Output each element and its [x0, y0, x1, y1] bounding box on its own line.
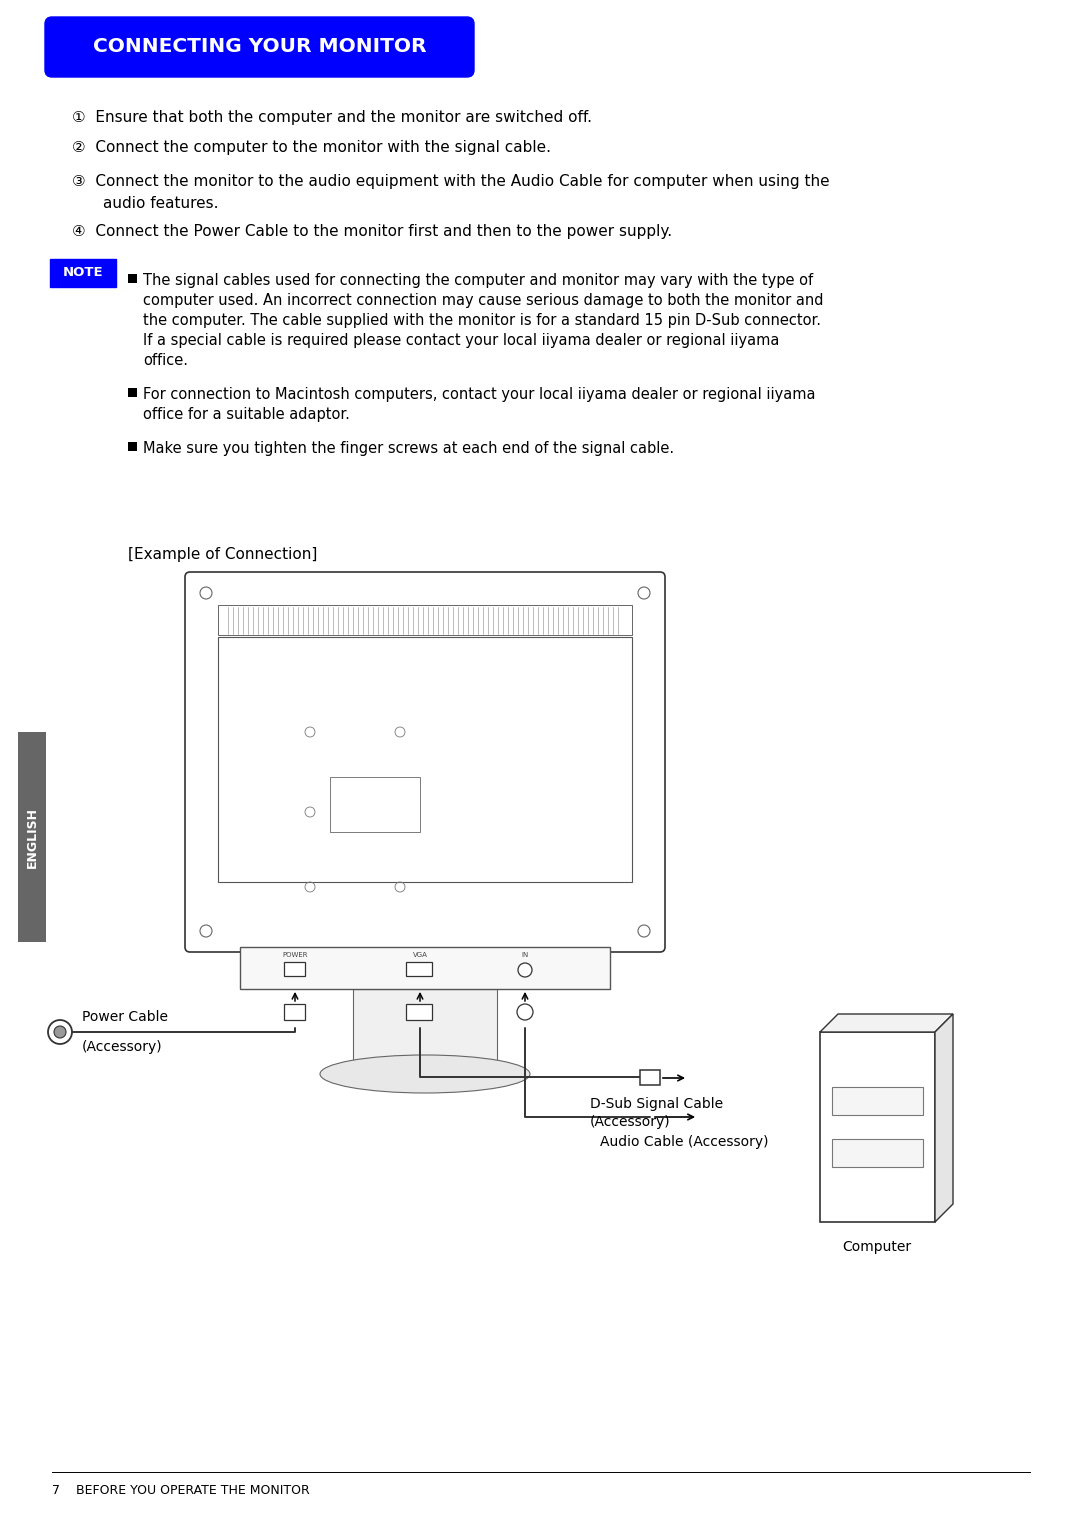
Polygon shape [935, 1014, 953, 1223]
Bar [330, 777, 420, 832]
Bar [284, 1003, 305, 1020]
Bar [820, 1033, 935, 1223]
Circle shape [54, 1026, 66, 1039]
Bar [640, 1069, 660, 1085]
Circle shape [48, 1020, 72, 1043]
Bar [284, 962, 305, 976]
Text: VGA: VGA [413, 951, 428, 958]
Text: [Example of Connection]: [Example of Connection] [129, 547, 318, 562]
Text: office for a suitable adaptor.: office for a suitable adaptor. [143, 408, 350, 421]
Bar [129, 388, 137, 397]
Text: the computer. The cable supplied with the monitor is for a standard 15 pin D-Sub: the computer. The cable supplied with th… [143, 313, 821, 328]
Text: NOTE: NOTE [63, 267, 104, 279]
Bar [18, 732, 46, 942]
Text: POWER: POWER [282, 951, 308, 958]
Text: ④  Connect the Power Cable to the monitor first and then to the power supply.: ④ Connect the Power Cable to the monitor… [72, 224, 672, 239]
Bar [218, 637, 632, 882]
Bar [353, 990, 497, 1074]
Text: ①  Ensure that both the computer and the monitor are switched off.: ① Ensure that both the computer and the … [72, 110, 592, 126]
Bar [406, 962, 432, 976]
FancyBboxPatch shape [185, 571, 665, 951]
Bar [240, 947, 610, 990]
Bar [406, 1003, 432, 1020]
Text: Make sure you tighten the finger screws at each end of the signal cable.: Make sure you tighten the finger screws … [143, 441, 674, 457]
Bar [129, 274, 137, 283]
Circle shape [517, 1003, 534, 1020]
Text: Audio Cable (Accessory): Audio Cable (Accessory) [600, 1135, 769, 1149]
Text: For connection to Macintosh computers, contact your local iiyama dealer or regio: For connection to Macintosh computers, c… [143, 388, 815, 401]
Text: ENGLISH: ENGLISH [26, 806, 39, 867]
Bar [218, 605, 632, 634]
Circle shape [518, 964, 532, 977]
FancyBboxPatch shape [45, 17, 474, 77]
Bar [129, 443, 137, 450]
Polygon shape [820, 1014, 953, 1033]
Text: IN: IN [522, 951, 528, 958]
Text: 7    BEFORE YOU OPERATE THE MONITOR: 7 BEFORE YOU OPERATE THE MONITOR [52, 1485, 310, 1497]
Bar [832, 1138, 923, 1167]
Text: office.: office. [143, 352, 188, 368]
FancyBboxPatch shape [50, 259, 116, 286]
Text: Power Cable: Power Cable [82, 1010, 168, 1023]
Text: audio features.: audio features. [103, 196, 218, 211]
Text: ③  Connect the monitor to the audio equipment with the Audio Cable for computer : ③ Connect the monitor to the audio equip… [72, 175, 829, 188]
Text: (Accessory): (Accessory) [590, 1115, 671, 1129]
Ellipse shape [320, 1056, 530, 1092]
Text: The signal cables used for connecting the computer and monitor may vary with the: The signal cables used for connecting th… [143, 273, 813, 288]
Text: ②  Connect the computer to the monitor with the signal cable.: ② Connect the computer to the monitor wi… [72, 139, 551, 155]
Text: Computer: Computer [842, 1239, 912, 1255]
Text: computer used. An incorrect connection may cause serious damage to both the moni: computer used. An incorrect connection m… [143, 293, 824, 308]
Text: If a special cable is required please contact your local iiyama dealer or region: If a special cable is required please co… [143, 332, 780, 348]
Text: CONNECTING YOUR MONITOR: CONNECTING YOUR MONITOR [93, 37, 427, 55]
Text: D-Sub Signal Cable: D-Sub Signal Cable [590, 1097, 724, 1111]
Bar [832, 1088, 923, 1115]
Text: (Accessory): (Accessory) [82, 1040, 163, 1054]
